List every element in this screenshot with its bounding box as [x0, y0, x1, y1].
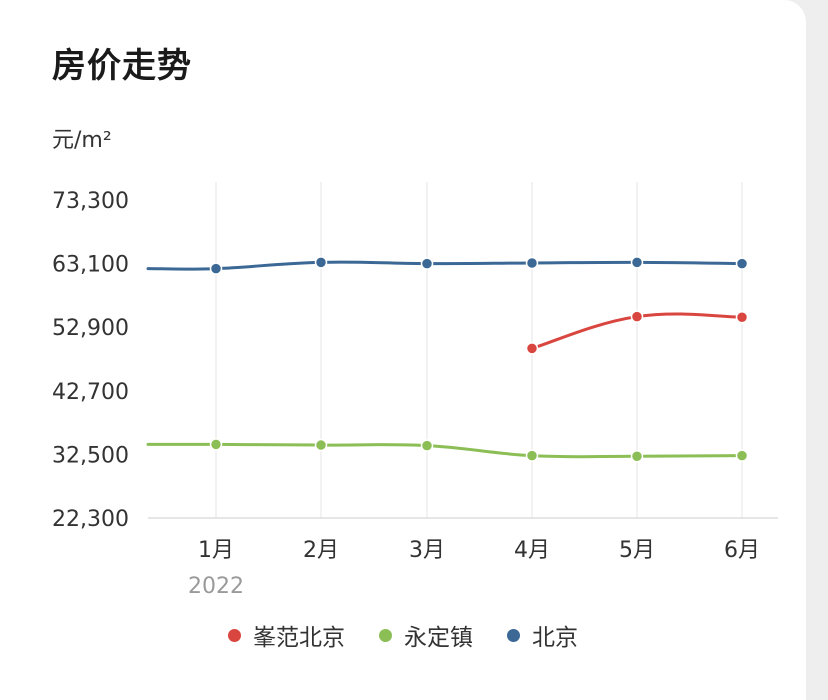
- y-tick-label: 32,500: [52, 443, 129, 468]
- series-line: [146, 442, 744, 459]
- x-tick-label: 5月: [619, 538, 655, 563]
- legend-item[interactable]: 峯范北京: [228, 618, 345, 652]
- x-tick-label: 2月: [303, 538, 339, 563]
- data-point: [420, 439, 434, 452]
- data-point: [209, 438, 223, 451]
- legend-dot-icon: [379, 628, 392, 642]
- card-title: 房价走势: [52, 46, 192, 86]
- chart-legend: 峯范北京 永定镇 北京: [0, 618, 806, 652]
- legend-item[interactable]: 永定镇: [379, 618, 473, 652]
- data-point: [735, 449, 749, 462]
- y-tick-label: 22,300: [52, 507, 129, 532]
- data-point: [630, 450, 644, 463]
- data-point: [314, 438, 328, 452]
- y-axis-unit: 元/m²: [52, 128, 112, 153]
- data-point: [209, 262, 223, 275]
- x-axis-year-label: 2022: [188, 574, 244, 599]
- data-point: [525, 256, 539, 270]
- data-point: [420, 257, 434, 270]
- y-tick-label: 52,900: [52, 316, 129, 341]
- data-point: [630, 256, 644, 269]
- legend-item[interactable]: 北京: [507, 618, 578, 652]
- y-tick-label: 63,100: [52, 253, 129, 278]
- data-point: [630, 310, 644, 323]
- y-tick-label: 73,300: [52, 189, 129, 214]
- legend-dot-icon: [228, 628, 241, 642]
- data-point: [314, 256, 328, 269]
- price-trend-card: 房价走势 元/m² 73,300 63,100 52,900 42,700 32,500…: [0, 0, 806, 700]
- series-line: [146, 260, 744, 271]
- legend-dot-icon: [507, 628, 520, 642]
- data-point: [735, 257, 749, 270]
- x-tick-label: 4月: [514, 538, 550, 563]
- x-tick-label: 1月: [198, 538, 234, 563]
- line-chart: 73,300 63,100 52,900 42,700 32,500 22,300 1月 2月…: [52, 182, 778, 599]
- data-point: [525, 449, 539, 462]
- legend-label: 北京: [532, 625, 578, 651]
- y-tick-label: 42,700: [52, 380, 129, 405]
- data-point: [735, 310, 749, 324]
- legend-label: 永定镇: [404, 625, 473, 651]
- legend-label: 峯范北京: [253, 625, 345, 651]
- x-tick-label: 6月: [724, 538, 760, 563]
- x-tick-label: 3月: [409, 538, 445, 563]
- data-point: [525, 342, 539, 355]
